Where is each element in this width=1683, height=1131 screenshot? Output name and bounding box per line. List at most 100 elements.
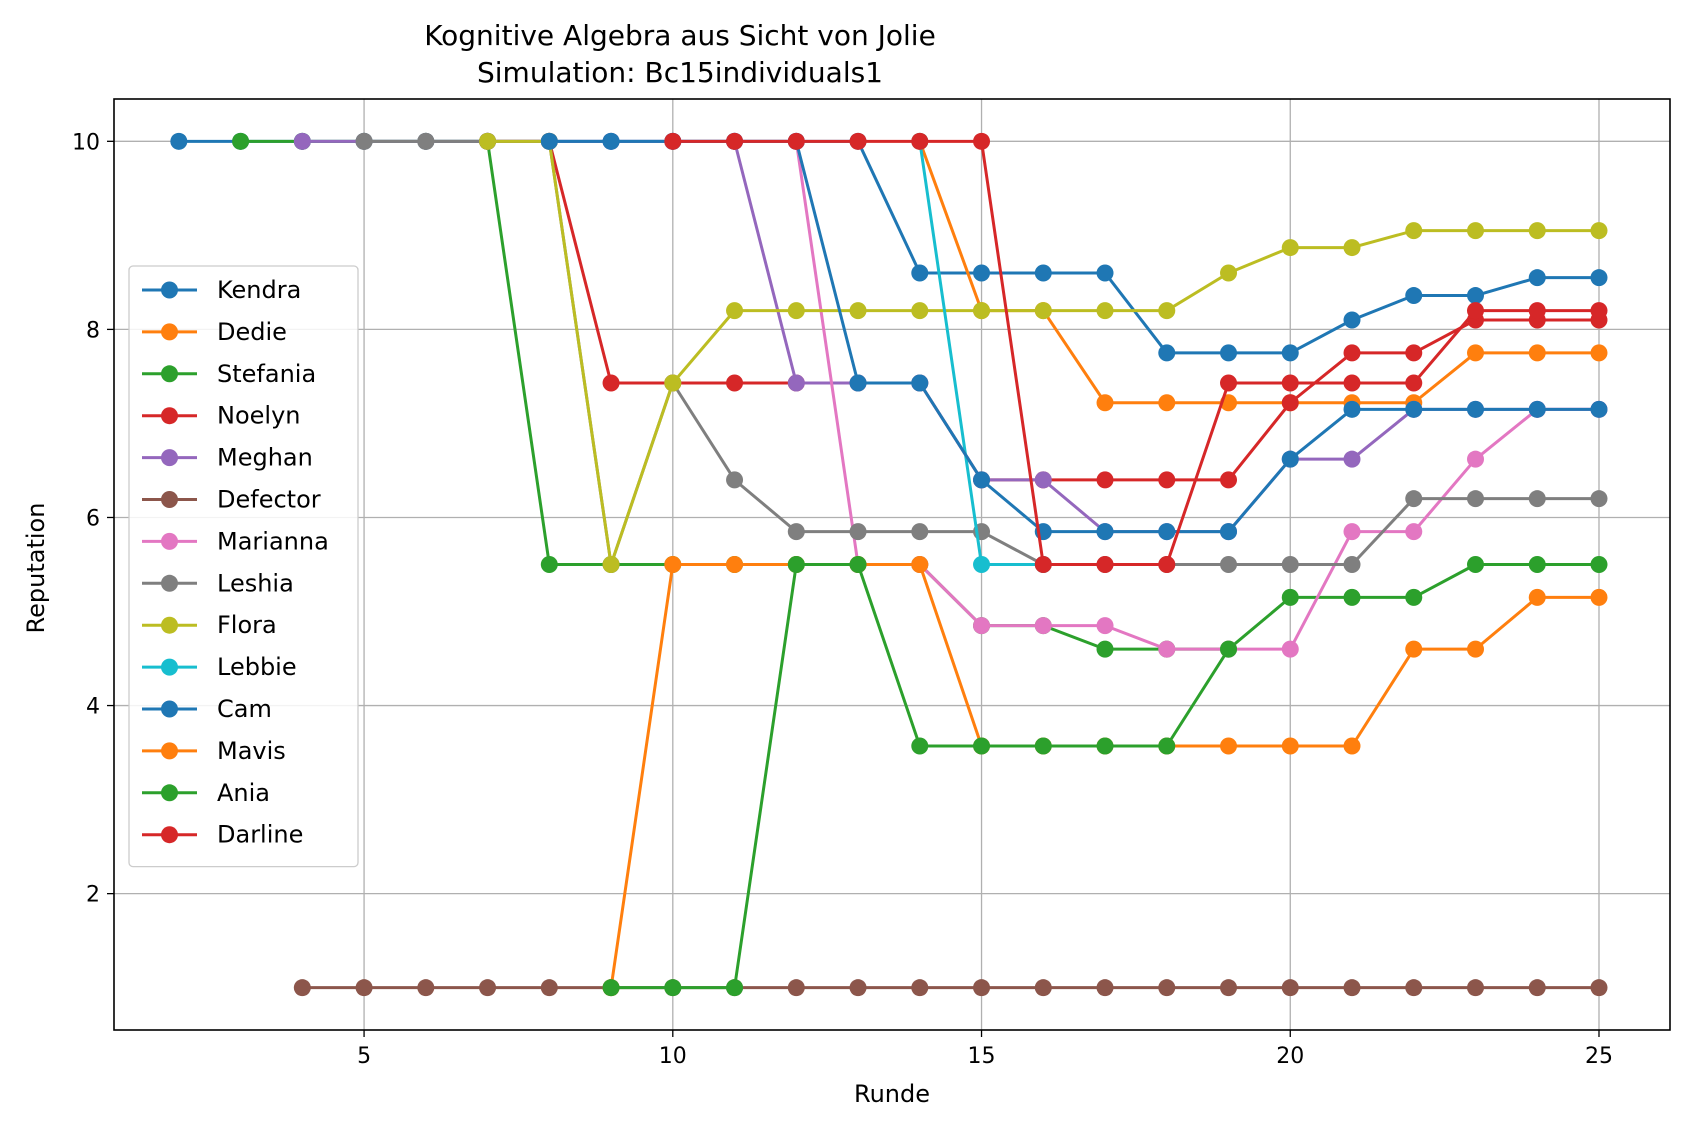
- data-point: [1220, 374, 1238, 392]
- data-point: [1343, 344, 1361, 362]
- legend-marker: [161, 449, 178, 467]
- data-point: [726, 132, 744, 150]
- data-point: [1158, 556, 1176, 573]
- data-point: [1467, 302, 1484, 320]
- data-point: [293, 132, 311, 150]
- data-point: [1281, 588, 1299, 606]
- data-point: [911, 302, 929, 320]
- data-point: [726, 302, 744, 320]
- legend-item: Defector: [142, 486, 321, 514]
- data-point: [1590, 490, 1608, 508]
- data-point: [1467, 287, 1484, 305]
- data-point: [1405, 523, 1423, 541]
- data-point: [1528, 556, 1546, 573]
- legend-item: Stefania: [142, 360, 316, 388]
- data-point: [1405, 222, 1423, 240]
- data-point: [726, 374, 744, 392]
- data-point: [1343, 523, 1361, 541]
- data-point: [1528, 400, 1546, 418]
- data-point: [973, 617, 991, 635]
- data-point: [1034, 471, 1052, 489]
- data-point: [1528, 222, 1546, 240]
- data-point: [726, 979, 744, 997]
- data-point: [664, 556, 682, 573]
- data-point: [911, 737, 929, 755]
- data-point: [1281, 556, 1299, 573]
- data-point: [973, 302, 991, 320]
- legend-label: Mavis: [217, 737, 286, 765]
- y-tick-label: 2: [86, 883, 100, 908]
- data-point: [1405, 588, 1423, 606]
- legend-marker: [161, 365, 178, 383]
- data-point: [1590, 400, 1608, 418]
- data-point: [1405, 490, 1423, 508]
- data-point: [973, 471, 991, 489]
- data-point: [1281, 737, 1299, 755]
- data-point: [911, 132, 929, 150]
- data-point: [479, 979, 497, 997]
- data-point: [1343, 400, 1361, 418]
- data-point: [1467, 979, 1484, 997]
- data-point: [1034, 264, 1052, 282]
- data-point: [1343, 311, 1361, 329]
- data-point: [973, 132, 991, 150]
- data-point: [1220, 737, 1238, 755]
- data-point: [787, 302, 805, 320]
- data-point: [1281, 344, 1299, 362]
- data-point: [787, 374, 805, 392]
- legend-marker: [161, 742, 178, 760]
- data-point: [355, 979, 373, 997]
- y-tick-label: 8: [86, 318, 100, 343]
- legend-item: Meghan: [142, 444, 313, 472]
- data-point: [540, 132, 558, 150]
- legend-marker: [161, 826, 178, 844]
- legend-label: Marianna: [217, 527, 329, 555]
- legend: Kendra Dedie Stefania Noelyn Meghan Defector M…: [128, 265, 359, 868]
- chart-title: Kognitive Algebra aus Sicht von Jolie: [424, 19, 936, 52]
- data-point: [1220, 471, 1238, 489]
- data-point: [973, 737, 991, 755]
- data-point: [1096, 979, 1114, 997]
- legend-marker: [161, 532, 178, 550]
- data-point: [1528, 588, 1546, 606]
- legend-label: Dedie: [217, 318, 287, 346]
- data-point: [911, 556, 929, 573]
- data-point: [1528, 269, 1546, 287]
- data-point: [1467, 640, 1484, 658]
- data-point: [1158, 394, 1176, 412]
- y-tick-label: 10: [72, 130, 100, 155]
- legend-item: Ania: [142, 779, 270, 807]
- data-point: [1096, 737, 1114, 755]
- data-point: [1096, 523, 1114, 541]
- data-point: [849, 523, 867, 541]
- series-line: [672, 139, 1599, 566]
- data-point: [911, 264, 929, 282]
- data-point: [787, 979, 805, 997]
- x-tick-label: 20: [1276, 1044, 1304, 1069]
- data-point: [911, 523, 929, 541]
- data-point: [1220, 523, 1238, 541]
- data-point: [1096, 264, 1114, 282]
- y-tick-label: 6: [86, 506, 100, 531]
- data-point: [726, 556, 744, 573]
- data-point: [1405, 979, 1423, 997]
- data-point: [973, 979, 991, 997]
- data-point: [973, 556, 991, 573]
- legend-marker: [161, 574, 178, 592]
- series-darline: [664, 132, 1608, 573]
- data-point: [1343, 737, 1361, 755]
- series-ania: [602, 556, 1238, 997]
- data-point: [911, 374, 929, 392]
- x-tick-label: 15: [968, 1044, 996, 1069]
- legend-item: Lebbie: [142, 653, 297, 681]
- data-point: [1034, 556, 1052, 573]
- data-point: [540, 979, 558, 997]
- data-point: [1405, 374, 1423, 392]
- legend-marker: [161, 281, 178, 299]
- legend-label: Leshia: [217, 569, 294, 597]
- data-point: [664, 132, 682, 150]
- y-tick-label: 4: [86, 695, 100, 720]
- data-point: [1590, 302, 1608, 320]
- data-point: [1590, 269, 1608, 287]
